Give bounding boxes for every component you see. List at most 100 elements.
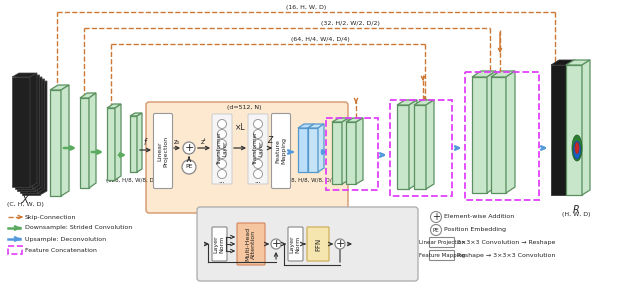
Polygon shape xyxy=(551,60,575,65)
Polygon shape xyxy=(551,65,567,195)
Text: (d=512, N): (d=512, N) xyxy=(227,105,261,110)
Circle shape xyxy=(253,170,262,178)
Polygon shape xyxy=(298,128,308,172)
Polygon shape xyxy=(35,77,42,191)
Text: PE: PE xyxy=(433,227,439,233)
Polygon shape xyxy=(19,83,38,193)
Text: X: X xyxy=(22,195,28,205)
Circle shape xyxy=(253,120,262,128)
Polygon shape xyxy=(30,73,37,187)
Text: Transformer
Layer: Transformer Layer xyxy=(253,131,264,165)
Polygon shape xyxy=(566,65,582,195)
Polygon shape xyxy=(426,100,434,189)
Text: (H, W, D): (H, W, D) xyxy=(562,212,590,217)
Circle shape xyxy=(271,239,281,249)
Polygon shape xyxy=(582,60,590,195)
Text: Feature Concatenation: Feature Concatenation xyxy=(25,247,97,253)
Polygon shape xyxy=(89,93,96,188)
Polygon shape xyxy=(22,81,47,85)
Text: Transformer
Layer: Transformer Layer xyxy=(216,131,227,165)
Circle shape xyxy=(253,150,262,158)
Polygon shape xyxy=(332,118,349,122)
Text: +: + xyxy=(184,143,194,153)
Polygon shape xyxy=(40,81,47,195)
Polygon shape xyxy=(342,118,349,184)
Polygon shape xyxy=(414,105,426,189)
Circle shape xyxy=(431,225,442,235)
Polygon shape xyxy=(17,81,35,191)
Circle shape xyxy=(218,170,227,178)
FancyBboxPatch shape xyxy=(237,223,265,265)
Polygon shape xyxy=(346,122,356,184)
Circle shape xyxy=(335,239,345,249)
Text: R: R xyxy=(573,205,579,215)
Polygon shape xyxy=(15,79,33,189)
Circle shape xyxy=(218,130,227,138)
Ellipse shape xyxy=(575,142,579,154)
Text: Z: Z xyxy=(268,136,273,145)
Text: PE: PE xyxy=(185,164,193,170)
Polygon shape xyxy=(15,75,40,79)
Circle shape xyxy=(218,140,227,148)
Text: Upsample: Deconvolution: Upsample: Deconvolution xyxy=(25,237,106,241)
Text: Layer
Norm: Layer Norm xyxy=(214,235,225,253)
Text: (C, H, W, D): (C, H, W, D) xyxy=(6,202,44,207)
Polygon shape xyxy=(491,77,506,193)
Polygon shape xyxy=(61,85,69,196)
FancyBboxPatch shape xyxy=(429,251,454,261)
Polygon shape xyxy=(38,79,45,193)
Polygon shape xyxy=(22,85,40,195)
Polygon shape xyxy=(50,85,69,90)
Text: Feature
Mapping: Feature Mapping xyxy=(276,138,287,164)
Circle shape xyxy=(218,120,227,128)
FancyBboxPatch shape xyxy=(248,114,268,184)
Circle shape xyxy=(253,130,262,138)
Text: (128, H/8, W/8, D/8): (128, H/8, W/8, D/8) xyxy=(106,178,162,183)
Text: Skip-Connection: Skip-Connection xyxy=(25,214,76,219)
Circle shape xyxy=(182,160,196,174)
Polygon shape xyxy=(33,75,40,189)
Text: Linear Projection: Linear Projection xyxy=(419,240,465,245)
Text: Downsample: Strided Convolution: Downsample: Strided Convolution xyxy=(25,225,132,231)
Text: (16, H, W, D): (16, H, W, D) xyxy=(286,5,326,10)
Text: +: + xyxy=(432,212,440,222)
Polygon shape xyxy=(308,128,318,172)
Polygon shape xyxy=(506,71,515,193)
Text: Reshape → 3×3×3 Convolution: Reshape → 3×3×3 Convolution xyxy=(457,253,556,258)
Text: Multi-Head
Attention: Multi-Head Attention xyxy=(246,227,257,261)
Polygon shape xyxy=(80,98,89,188)
Polygon shape xyxy=(318,124,324,172)
Polygon shape xyxy=(472,77,487,193)
Polygon shape xyxy=(414,100,434,105)
Ellipse shape xyxy=(572,135,582,161)
FancyBboxPatch shape xyxy=(154,114,173,188)
Polygon shape xyxy=(12,77,30,187)
Polygon shape xyxy=(472,71,496,77)
Polygon shape xyxy=(409,100,417,189)
Text: +: + xyxy=(335,239,345,249)
Circle shape xyxy=(253,160,262,168)
Polygon shape xyxy=(130,113,142,116)
FancyBboxPatch shape xyxy=(429,237,454,247)
Polygon shape xyxy=(567,60,575,195)
Polygon shape xyxy=(397,105,409,189)
Polygon shape xyxy=(107,104,121,108)
Polygon shape xyxy=(566,60,590,65)
Text: z₀: z₀ xyxy=(174,139,180,145)
Polygon shape xyxy=(487,71,496,193)
Polygon shape xyxy=(17,77,42,81)
FancyBboxPatch shape xyxy=(271,114,291,188)
Polygon shape xyxy=(308,124,324,128)
Polygon shape xyxy=(332,122,342,184)
FancyBboxPatch shape xyxy=(146,102,348,213)
Text: (64, H/4, W/4, D/4): (64, H/4, W/4, D/4) xyxy=(291,37,349,42)
Polygon shape xyxy=(130,116,137,172)
Polygon shape xyxy=(298,124,314,128)
Polygon shape xyxy=(80,93,96,98)
Text: (32, H/2, W/2, D/2): (32, H/2, W/2, D/2) xyxy=(321,21,380,26)
FancyBboxPatch shape xyxy=(212,114,232,184)
Text: ×L: ×L xyxy=(235,124,245,132)
Circle shape xyxy=(218,160,227,168)
FancyBboxPatch shape xyxy=(307,227,329,261)
Polygon shape xyxy=(107,108,115,180)
